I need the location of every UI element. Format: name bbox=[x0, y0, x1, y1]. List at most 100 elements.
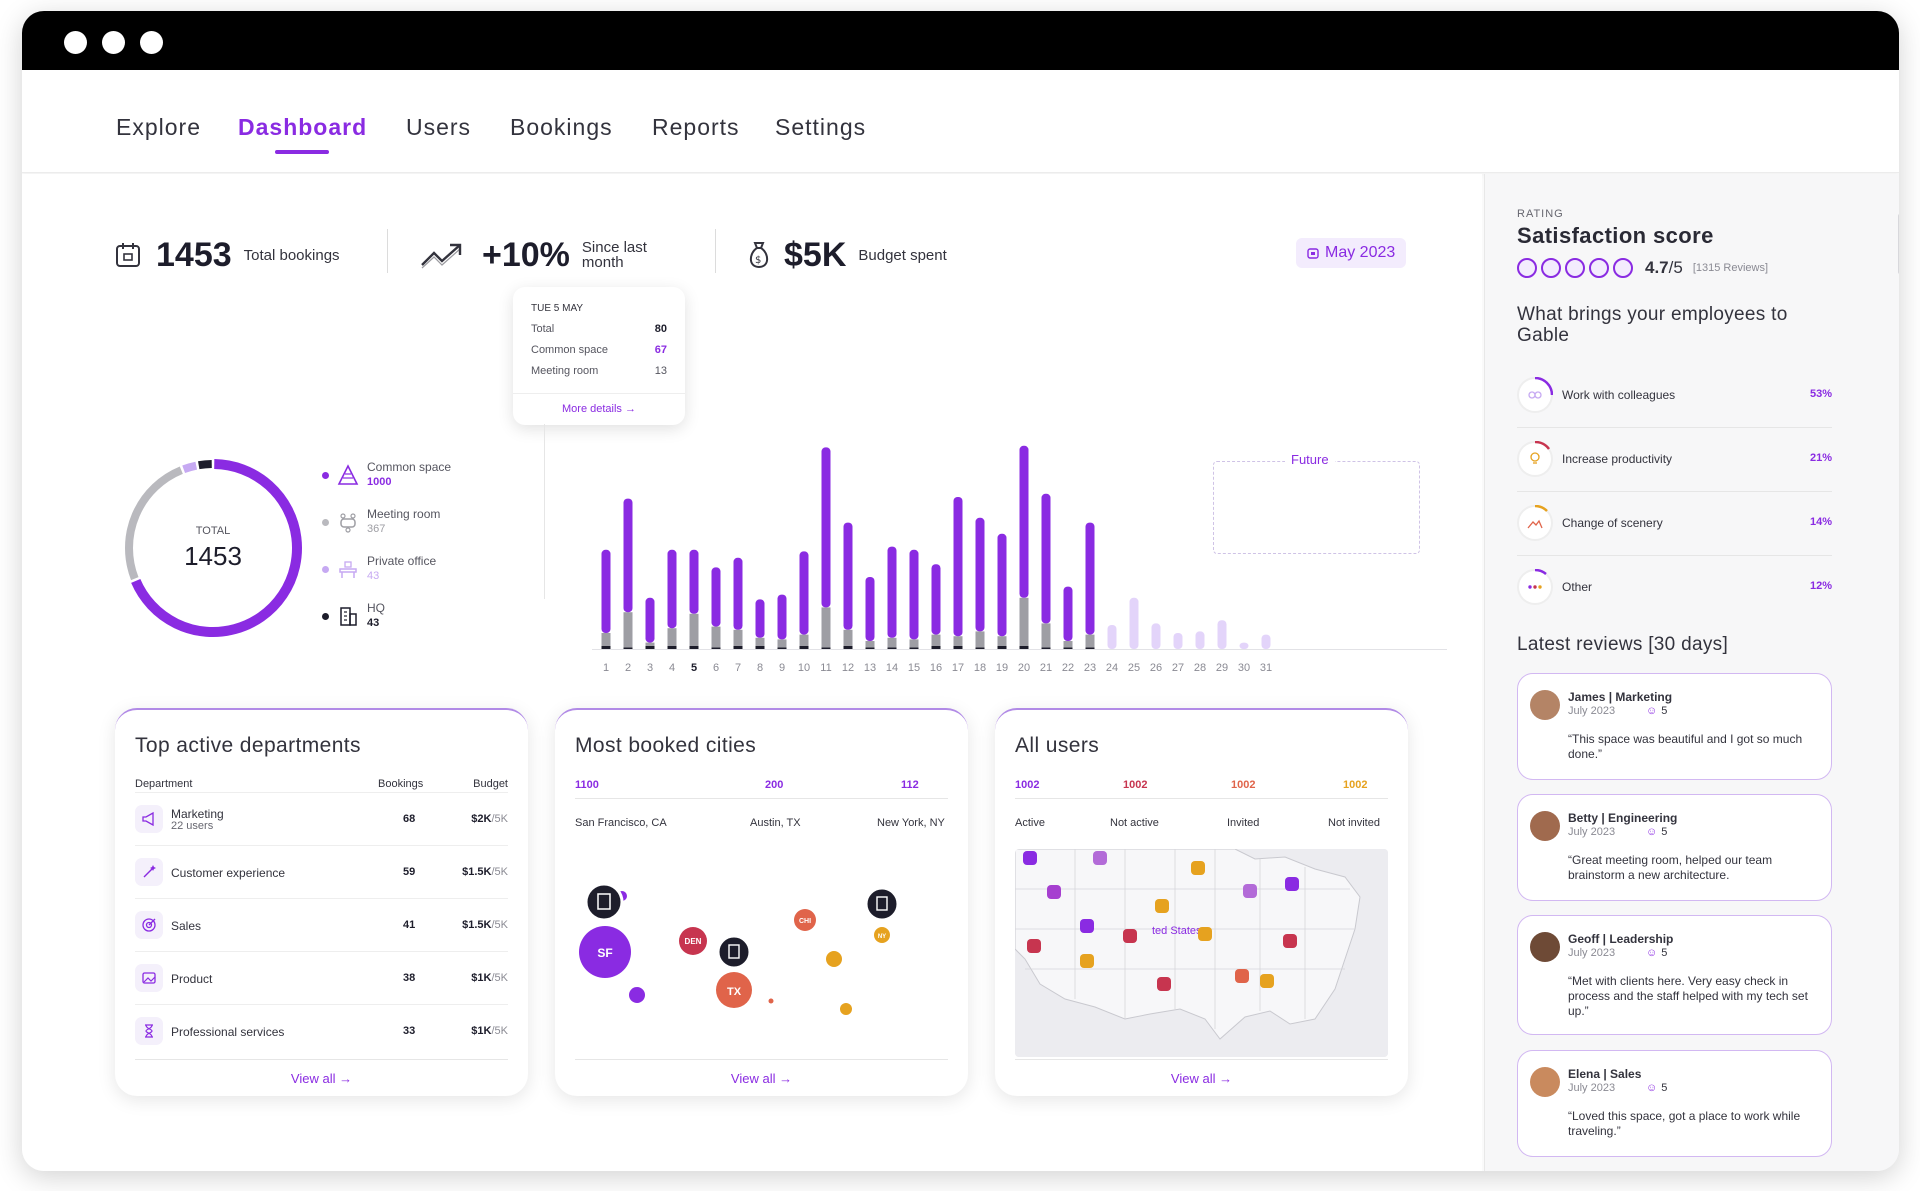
review-card[interactable]: Betty | Engineering July 2023 ☺ 5 “Great … bbox=[1517, 794, 1832, 901]
sidebar-scrollbar[interactable] bbox=[1898, 214, 1899, 274]
bar-day-2[interactable] bbox=[623, 647, 633, 649]
bar-day-14[interactable] bbox=[887, 546, 897, 638]
future-bar-day-29[interactable] bbox=[1217, 620, 1227, 649]
nav-explore[interactable]: Explore bbox=[116, 114, 201, 140]
bar-day-8[interactable] bbox=[755, 599, 765, 638]
review-card[interactable]: Elena | Sales July 2023 ☺ 5 “Loved this s… bbox=[1517, 1050, 1832, 1157]
bar-day-12[interactable] bbox=[843, 629, 853, 646]
table-row[interactable]: Marketing 22 users 68 $2K/5K bbox=[135, 792, 508, 845]
bar-day-13[interactable] bbox=[865, 577, 875, 641]
future-bar-day-31[interactable] bbox=[1261, 634, 1271, 649]
bar-day-22[interactable] bbox=[1063, 647, 1073, 649]
nav-users[interactable]: Users bbox=[406, 114, 472, 140]
table-row[interactable]: Product 38 $1K/5K bbox=[135, 951, 508, 1004]
city-bubble-den[interactable] bbox=[679, 927, 707, 955]
bar-day-4[interactable] bbox=[667, 645, 677, 649]
bar-day-18[interactable] bbox=[975, 517, 985, 632]
bar-day-20[interactable] bbox=[1019, 597, 1029, 646]
future-bar-day-24[interactable] bbox=[1107, 625, 1117, 649]
bar-day-7[interactable] bbox=[733, 629, 743, 646]
bar-day-3[interactable] bbox=[645, 642, 655, 646]
bar-day-7[interactable] bbox=[733, 645, 743, 649]
bar-day-15[interactable] bbox=[909, 639, 919, 648]
bar-day-17[interactable] bbox=[953, 645, 963, 649]
bar-day-4[interactable] bbox=[667, 628, 677, 646]
bar-day-11[interactable] bbox=[821, 447, 831, 608]
bar-day-22[interactable] bbox=[1063, 586, 1073, 641]
bar-day-18[interactable] bbox=[975, 631, 985, 648]
nav-bookings[interactable]: Bookings bbox=[510, 114, 613, 140]
table-row[interactable]: Customer experience 59 $1.5K/5K bbox=[135, 845, 508, 898]
bar-day-22[interactable] bbox=[1063, 641, 1073, 648]
bar-day-19[interactable] bbox=[997, 636, 1007, 646]
bar-day-15[interactable] bbox=[909, 549, 919, 640]
tooltip-more-details-link[interactable]: More details → bbox=[513, 393, 685, 415]
view-all-link[interactable]: View all → bbox=[1015, 1059, 1388, 1086]
bar-day-14[interactable] bbox=[887, 637, 897, 648]
bar-day-13[interactable] bbox=[865, 641, 875, 648]
window-close-dot[interactable] bbox=[64, 31, 87, 54]
table-row[interactable]: Professional services 33 $1K/5K bbox=[135, 1004, 508, 1057]
bar-day-19[interactable] bbox=[997, 533, 1007, 637]
future-bar-day-27[interactable] bbox=[1173, 633, 1183, 649]
bar-day-6[interactable] bbox=[711, 647, 721, 649]
bar-day-10[interactable] bbox=[799, 634, 809, 646]
bar-day-20[interactable] bbox=[1019, 645, 1029, 649]
bar-day-3[interactable] bbox=[645, 645, 655, 649]
bar-day-12[interactable] bbox=[843, 522, 853, 630]
bar-day-6[interactable] bbox=[711, 626, 721, 648]
bar-day-2[interactable] bbox=[623, 612, 633, 648]
bar-day-10[interactable] bbox=[799, 551, 809, 635]
bar-day-8[interactable] bbox=[755, 637, 765, 646]
bar-day-21[interactable] bbox=[1041, 493, 1051, 624]
view-all-link[interactable]: View all → bbox=[135, 1059, 508, 1086]
bar-day-11[interactable] bbox=[821, 647, 831, 649]
table-row[interactable]: Sales 41 $1.5K/5K bbox=[135, 898, 508, 951]
bar-day-9[interactable] bbox=[777, 639, 787, 648]
bar-day-16[interactable] bbox=[931, 645, 941, 649]
bar-day-5[interactable] bbox=[689, 613, 699, 646]
bar-day-9[interactable] bbox=[777, 647, 787, 649]
bar-day-17[interactable] bbox=[953, 636, 963, 646]
donut-segment-hq[interactable] bbox=[198, 460, 212, 470]
bar-day-5[interactable] bbox=[689, 645, 699, 649]
donut-segment-private-office[interactable] bbox=[182, 461, 198, 474]
bar-day-23[interactable] bbox=[1085, 522, 1095, 635]
future-bar-day-30[interactable] bbox=[1239, 642, 1249, 649]
bar-day-13[interactable] bbox=[865, 647, 875, 649]
bar-day-4[interactable] bbox=[667, 549, 677, 629]
bar-day-2[interactable] bbox=[623, 498, 633, 613]
window-minimize-dot[interactable] bbox=[102, 31, 125, 54]
bar-day-7[interactable] bbox=[733, 557, 743, 630]
future-bar-day-28[interactable] bbox=[1195, 631, 1205, 649]
bar-day-12[interactable] bbox=[843, 645, 853, 649]
bar-day-16[interactable] bbox=[931, 634, 941, 646]
city-bubble-sf[interactable] bbox=[579, 926, 631, 978]
city-bubble-ny[interactable] bbox=[874, 927, 890, 943]
city-bubble-tx[interactable] bbox=[716, 972, 752, 1008]
nav-settings[interactable]: Settings bbox=[775, 114, 867, 140]
bar-day-15[interactable] bbox=[909, 647, 919, 649]
nav-reports[interactable]: Reports bbox=[652, 114, 740, 140]
bar-day-8[interactable] bbox=[755, 645, 765, 649]
bar-day-6[interactable] bbox=[711, 567, 721, 627]
bar-day-23[interactable] bbox=[1085, 634, 1095, 648]
review-card[interactable]: James | Marketing July 2023 ☺ 5 “This spa… bbox=[1517, 673, 1832, 780]
bar-day-20[interactable] bbox=[1019, 445, 1029, 598]
bar-day-19[interactable] bbox=[997, 645, 1007, 649]
month-selector[interactable]: May 2023 bbox=[1296, 238, 1407, 268]
donut-segment-common-space[interactable] bbox=[131, 459, 302, 637]
bar-day-1[interactable] bbox=[601, 645, 611, 649]
nav-dashboard[interactable]: Dashboard bbox=[238, 114, 368, 140]
building-pin-icon[interactable] bbox=[716, 934, 752, 970]
bar-day-18[interactable] bbox=[975, 647, 985, 649]
bar-day-17[interactable] bbox=[953, 497, 963, 637]
view-all-link[interactable]: View all → bbox=[575, 1059, 948, 1086]
bar-day-9[interactable] bbox=[777, 594, 787, 640]
bar-day-21[interactable] bbox=[1041, 647, 1051, 649]
bar-day-1[interactable] bbox=[601, 549, 611, 633]
us-map[interactable]: ted States bbox=[1015, 849, 1388, 1057]
bar-day-14[interactable] bbox=[887, 647, 897, 649]
bar-day-5[interactable] bbox=[689, 549, 699, 614]
city-bubble-chi[interactable] bbox=[794, 909, 816, 931]
